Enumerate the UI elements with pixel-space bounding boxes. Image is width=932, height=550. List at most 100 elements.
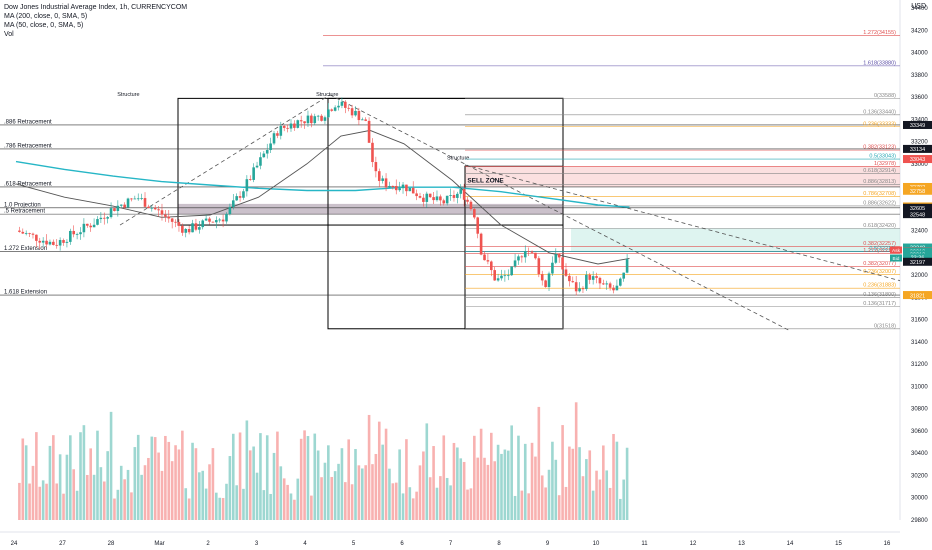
volume-bar-57: [211, 448, 215, 520]
volume-bar-75: [272, 452, 276, 520]
candle-170: [595, 276, 598, 278]
time-tick-12: 10: [593, 541, 600, 547]
volume-bar-17: [75, 490, 79, 520]
candle-150: [527, 251, 530, 252]
candle-101: [360, 119, 364, 121]
candle-139: [490, 261, 493, 271]
volume-bar-97: [347, 439, 351, 520]
candle-64: [235, 196, 238, 201]
fib-label-1: 1.618(33880): [863, 60, 896, 66]
volume-bar-82: [296, 478, 300, 520]
currency-label: USD: [911, 3, 926, 10]
volume-bar-160: [561, 425, 564, 520]
volume-bar-90: [323, 462, 327, 520]
candle-77: [279, 125, 283, 136]
price-tick-23: 29800: [911, 518, 928, 524]
volume-bar-5: [35, 432, 38, 520]
volume-bar-93: [333, 471, 337, 520]
volume-bar-20: [85, 474, 89, 520]
volume-bar-116: [411, 498, 415, 520]
candle-114: [405, 184, 408, 192]
candle-4: [31, 233, 35, 235]
time-tick-6: 4: [303, 541, 307, 547]
volume-bar-154: [540, 475, 544, 520]
price-tick-14: 31600: [911, 318, 928, 324]
candle-159: [557, 254, 561, 258]
volume-bar-9: [48, 445, 52, 520]
volume-bar-178: [622, 479, 626, 520]
volume-bar-114: [405, 439, 408, 520]
volume-bar-138: [486, 464, 490, 520]
level-label-2: .618 Retracement: [4, 181, 52, 187]
candle-1: [21, 231, 25, 234]
volume-bar-125: [442, 435, 446, 520]
volume-bar-123: [435, 487, 439, 520]
candle-58: [215, 220, 218, 223]
volume-bar-70: [255, 472, 259, 520]
volume-bar-33: [130, 492, 133, 520]
volume-bar-30: [119, 465, 123, 520]
volume-bar-58: [215, 492, 218, 520]
indicator-ma50[interactable]: MA (50, close, 0, SMA, 5): [4, 22, 84, 29]
time-tick-3: Mar: [154, 541, 164, 547]
fib-label-15: 1.272(32213): [863, 248, 896, 254]
level-label-5: 1.272 Extension: [4, 246, 47, 252]
candle-26: [106, 217, 109, 219]
volume-bar-54: [201, 470, 205, 520]
candle-79: [286, 127, 289, 129]
volume-bar-80: [289, 493, 293, 520]
candle-174: [608, 283, 612, 288]
time-tick-14: 12: [690, 541, 697, 547]
price-badge-text-13: 32197: [910, 260, 925, 266]
price-tick-2: 34000: [911, 51, 928, 57]
candle-123: [435, 196, 439, 201]
volume-bar-148: [520, 490, 524, 520]
quote-tag-text-1: Bid: [893, 256, 900, 262]
volume-bar-130: [459, 458, 463, 520]
volume-bar-174: [608, 487, 612, 520]
price-tick-5: 33400: [911, 117, 928, 123]
candle-144: [506, 275, 510, 277]
candle-155: [544, 280, 547, 287]
volume-bar-29: [116, 489, 120, 520]
indicator-ma200[interactable]: MA (200, close, 0, SMA, 5): [4, 13, 88, 20]
candle-103: [367, 120, 371, 143]
volume-bar-172: [602, 445, 605, 520]
volume-bar-11: [55, 483, 59, 520]
trendline-down-1: [329, 94, 791, 332]
candle-55: [204, 218, 208, 221]
quote-tag-1: [890, 254, 902, 262]
volume-bar-164: [574, 402, 578, 520]
volume-bar-165: [578, 447, 581, 520]
candle-2: [24, 233, 28, 235]
candle-175: [612, 287, 615, 291]
volume-bar-153: [537, 406, 541, 520]
candle-93: [333, 107, 337, 111]
candle-96: [344, 101, 347, 108]
volume-bar-106: [377, 421, 381, 520]
volume-bar-126: [445, 477, 449, 520]
candle-149: [523, 251, 527, 258]
price-tick-21: 30200: [911, 473, 928, 479]
volume-bar-139: [490, 432, 493, 520]
volume-bar-124: [439, 476, 442, 520]
candle-50: [187, 229, 191, 233]
indicator-volume[interactable]: Vol: [4, 31, 14, 38]
volume-bar-53: [198, 472, 201, 520]
volume-bar-37: [143, 465, 147, 520]
volume-bar-48: [181, 430, 184, 520]
fib-label-3: 0.136(33440): [863, 109, 896, 115]
time-tick-8: 6: [400, 541, 404, 547]
candle-141: [496, 278, 500, 281]
candle-105: [374, 162, 378, 172]
time-tick-11: 9: [546, 541, 550, 547]
candle-167: [585, 274, 588, 290]
volume-bar-179: [625, 447, 629, 520]
candle-147: [517, 256, 520, 261]
volume-bar-52: [194, 448, 198, 520]
trendline-up: [119, 94, 331, 226]
volume-bar-128: [452, 442, 456, 520]
candle-17: [75, 234, 79, 235]
chart-legend: Dow Jones Industrial Average Index, 1h, …: [4, 3, 187, 39]
